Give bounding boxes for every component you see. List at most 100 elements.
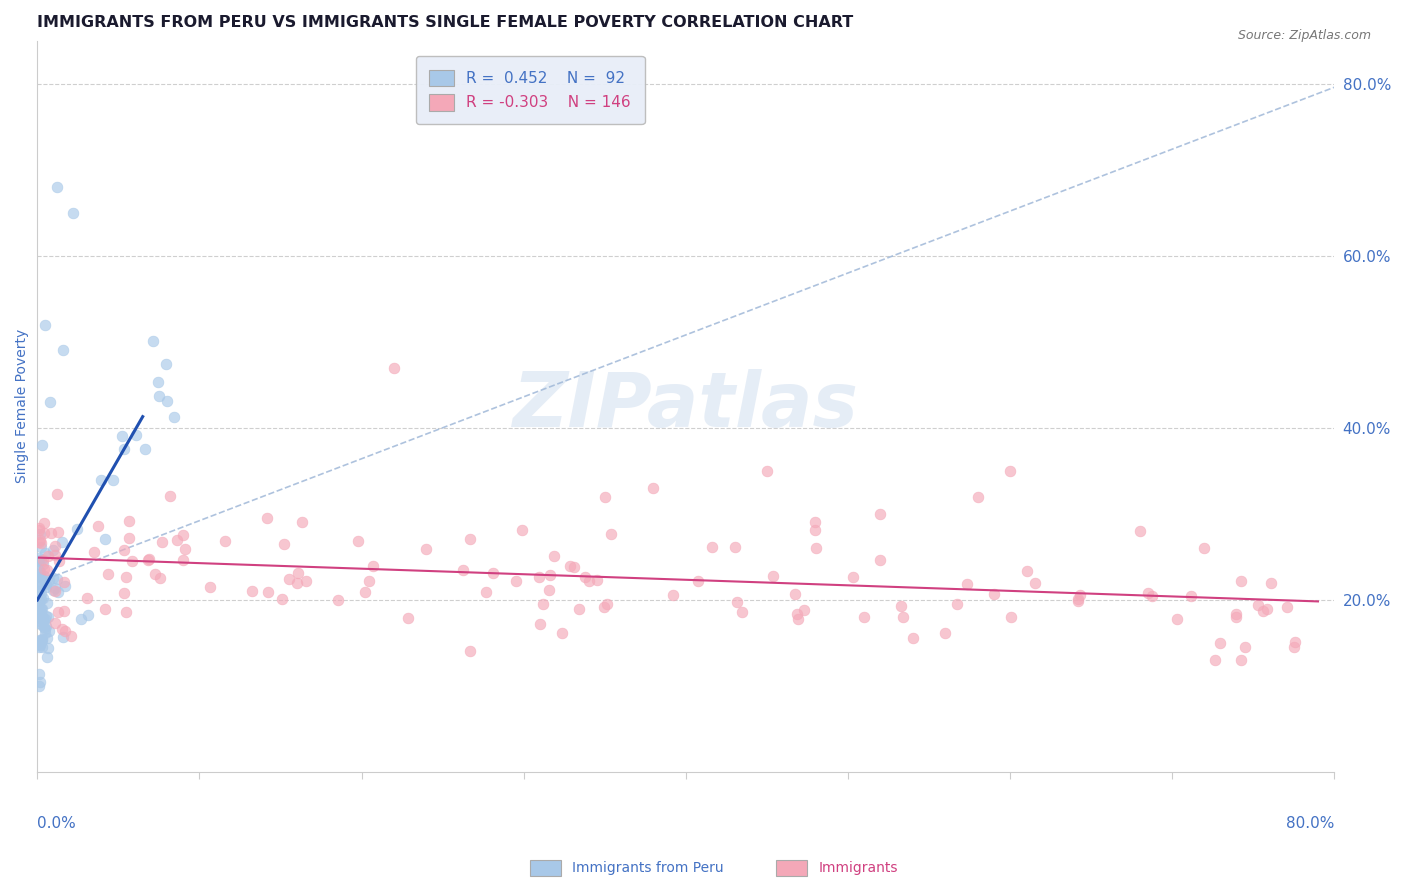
Point	[346, 533, 368, 548]
Point	[42, 571, 65, 585]
Point	[30, 607, 52, 621]
Point	[1230, 653, 1253, 667]
Point	[28, 615, 51, 630]
Point	[30, 633, 52, 648]
Point	[596, 597, 619, 611]
Point	[44, 548, 66, 562]
Point	[32, 557, 55, 571]
Point	[869, 553, 891, 567]
Point	[382, 360, 405, 375]
Point	[31, 576, 53, 591]
Point	[30, 526, 52, 541]
Point	[66, 522, 89, 536]
Point	[35, 577, 58, 591]
Point	[94, 533, 117, 547]
Text: 80.0%: 80.0%	[1286, 815, 1334, 830]
Point	[34, 619, 56, 633]
Point	[38, 574, 60, 588]
Point	[28, 576, 51, 591]
Point	[134, 442, 156, 456]
Point	[271, 592, 294, 607]
Point	[956, 577, 979, 591]
Point	[53, 579, 76, 593]
Point	[460, 644, 482, 658]
Point	[28, 554, 51, 568]
Point	[31, 610, 53, 624]
Point	[31, 438, 53, 452]
Point	[115, 605, 138, 619]
Point	[31, 618, 53, 632]
Point	[39, 395, 62, 409]
Point	[83, 545, 105, 559]
Point	[30, 536, 52, 550]
Point	[34, 608, 56, 623]
Point	[30, 634, 52, 648]
Point	[172, 528, 194, 542]
Point	[28, 569, 51, 583]
Point	[198, 580, 221, 594]
Point	[52, 574, 75, 589]
Point	[531, 598, 554, 612]
Point	[31, 553, 53, 567]
Point	[28, 584, 51, 599]
Point	[1194, 541, 1216, 556]
Point	[983, 587, 1005, 601]
Text: 0.0%: 0.0%	[38, 815, 76, 830]
Point	[142, 334, 165, 348]
Point	[574, 570, 596, 584]
Point	[34, 318, 56, 332]
Point	[52, 631, 75, 645]
Point	[1140, 589, 1163, 603]
Point	[482, 566, 505, 580]
Point	[537, 583, 560, 598]
Point	[451, 563, 474, 577]
Point	[34, 546, 56, 560]
Point	[37, 549, 59, 563]
Point	[45, 572, 67, 586]
Legend: R =  0.452    N =  92, R = -0.303    N = 146: R = 0.452 N = 92, R = -0.303 N = 146	[416, 56, 644, 124]
Point	[804, 516, 827, 530]
Point	[543, 549, 565, 563]
Point	[934, 625, 956, 640]
Point	[538, 568, 561, 582]
Point	[1024, 576, 1046, 591]
Point	[1180, 589, 1202, 603]
Point	[328, 592, 350, 607]
Point	[146, 375, 169, 389]
Point	[1204, 653, 1226, 667]
Point	[727, 595, 749, 609]
Point	[28, 679, 51, 693]
Point	[1067, 591, 1090, 606]
Point	[172, 553, 194, 567]
Point	[148, 389, 170, 403]
Point	[53, 604, 76, 618]
Point	[30, 566, 52, 580]
Point	[44, 581, 66, 595]
Point	[643, 481, 665, 495]
Point	[32, 569, 55, 583]
Point	[458, 532, 481, 546]
Point	[28, 524, 51, 538]
Point	[1256, 602, 1278, 616]
Point	[562, 560, 585, 574]
Point	[155, 357, 177, 371]
Point	[48, 554, 70, 568]
Point	[474, 585, 496, 599]
Point	[77, 608, 100, 623]
Point	[396, 611, 419, 625]
Point	[578, 574, 600, 588]
Point	[30, 580, 52, 594]
Point	[30, 638, 52, 652]
Point	[28, 667, 51, 681]
Point	[1069, 588, 1091, 602]
Point	[600, 527, 623, 541]
Point	[700, 540, 723, 554]
Point	[34, 612, 56, 626]
Point	[34, 576, 56, 591]
Point	[295, 574, 318, 588]
Point	[35, 563, 58, 577]
Point	[510, 523, 533, 537]
Point	[53, 624, 76, 639]
Point	[586, 574, 609, 588]
Point	[731, 605, 754, 619]
